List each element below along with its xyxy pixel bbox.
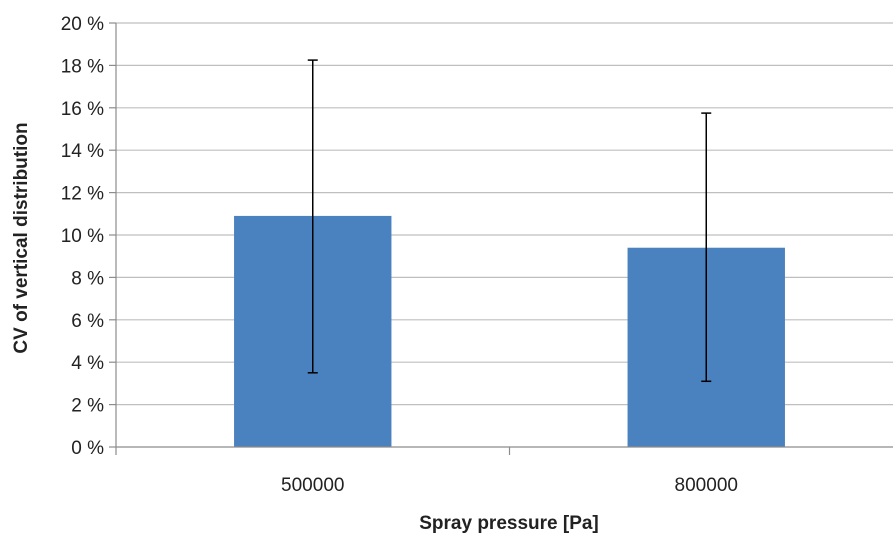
y-tick-label: 6 %	[71, 311, 104, 332]
error-bars	[307, 59, 712, 383]
y-tick-labels: 0 % 2 % 4 % 6 % 8 % 10 % 12 % 14 % 16 % 18 % 20 %	[61, 14, 104, 459]
y-tick-label: 14 %	[61, 141, 104, 162]
x-axis-title: Spray pressure [Pa]	[419, 513, 599, 534]
y-tick-label: 4 %	[71, 353, 104, 374]
y-tick-label: 8 %	[71, 268, 104, 289]
y-tick-label: 2 %	[71, 396, 104, 417]
y-tick-label: 20 %	[61, 14, 104, 35]
x-tick-labels: 500000 800000	[281, 475, 738, 496]
y-tick-label: 12 %	[61, 184, 104, 205]
y-tick-label: 0 %	[71, 438, 104, 459]
y-tick-label: 10 %	[61, 226, 104, 247]
y-tick-label: 18 %	[61, 56, 104, 77]
x-tick-label: 800000	[675, 475, 738, 496]
y-tick-label: 16 %	[61, 99, 104, 120]
axes	[109, 22, 893, 455]
bars	[234, 215, 785, 447]
x-tick-label: 500000	[281, 475, 344, 496]
y-axis-title: CV of vertical distribution	[11, 122, 32, 353]
